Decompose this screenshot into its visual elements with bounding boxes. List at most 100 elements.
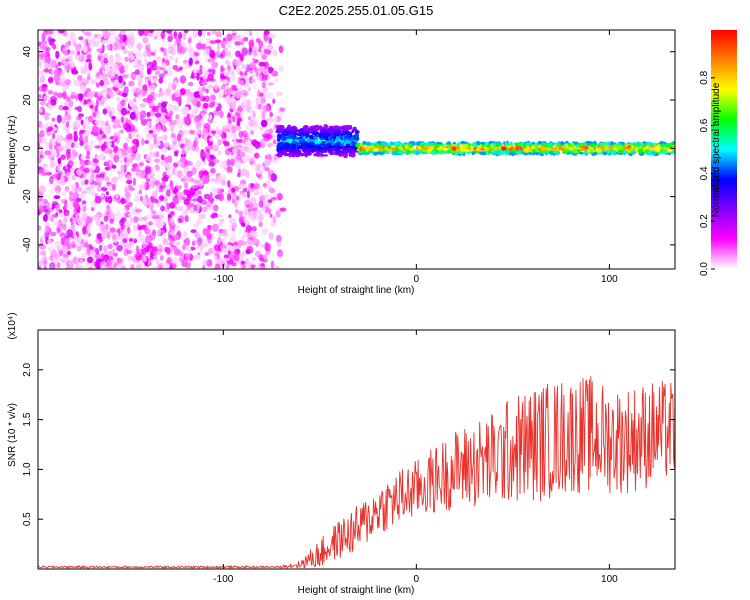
spectrogram-cell [240, 215, 246, 221]
spectrogram-cell [138, 65, 145, 72]
spectrogram-cell [268, 187, 276, 194]
spectrogram-cell [215, 31, 221, 37]
spectrogram-cell [105, 191, 109, 196]
spectrogram-cell [237, 241, 242, 249]
spectrogram-cell [180, 148, 186, 155]
spectrogram-cell [127, 226, 131, 234]
spectrogram-cell [388, 142, 392, 146]
y-tick-label: 20 [22, 94, 33, 106]
spectrogram-cell [44, 55, 51, 63]
spectrogram-cell [238, 130, 244, 139]
spectrogram-cell [73, 234, 78, 241]
spectrogram-cell [65, 121, 70, 128]
spectrogram-cell [84, 31, 91, 36]
spectrogram-cell [229, 101, 236, 110]
y-tick-label: 0 [22, 145, 33, 151]
spectrogram-cell [66, 229, 74, 238]
spectrogram-cell [547, 143, 554, 147]
spectrogram-cell [65, 172, 73, 178]
spectrogram-cell [87, 175, 94, 183]
spectrogram-cell [274, 265, 280, 269]
spectrogram-cell [172, 83, 177, 90]
spectrogram-cell [127, 36, 132, 43]
spectrogram-cell [190, 229, 197, 234]
spectrogram-cell [96, 155, 102, 161]
spectrogram-cell [198, 213, 206, 219]
spectrogram-cell [210, 167, 216, 174]
spectrogram-cell [54, 253, 59, 260]
spectrogram-cell [313, 153, 317, 157]
spectrogram-cell [248, 212, 255, 220]
spectrogram-cell [200, 199, 207, 205]
spectrogram-cell [197, 190, 202, 195]
spectrogram-cell [122, 34, 127, 43]
y-tick-label: 1.5 [22, 412, 33, 426]
spectrogram-cell [231, 187, 236, 193]
spectrogram-cell [73, 192, 79, 198]
spectrogram-cell [197, 129, 204, 136]
spectrogram-cell [234, 50, 241, 58]
spectrogram-cell [214, 101, 220, 106]
spectrogram-cell [221, 229, 227, 234]
spectrogram-cell [97, 127, 102, 135]
y-tick-label: 1.0 [22, 462, 33, 476]
spectrogram-cell [244, 219, 250, 226]
spectrogram-cell [120, 164, 125, 172]
spectrogram-cell [220, 64, 224, 73]
spectrogram-cell [232, 133, 237, 141]
spectrogram-cell [350, 140, 356, 146]
spectrogram-cell [52, 43, 57, 50]
spectrogram-cell [188, 37, 192, 44]
spectrogram-cell [177, 95, 182, 103]
spectrogram-cell [60, 56, 67, 64]
spectrogram-cell [225, 50, 232, 57]
spectrogram-cell [262, 254, 268, 259]
spectrogram-cell [140, 118, 148, 126]
spectrogram-cell [87, 91, 94, 100]
spectrogram-cell [155, 199, 159, 204]
spectrogram-cell [330, 140, 335, 146]
spectrogram-cell [49, 153, 54, 162]
spectrogram-cell [136, 245, 140, 254]
spectrogram-cell [155, 259, 160, 265]
spectrogram-cell [38, 123, 45, 129]
spectrogram-cell [316, 139, 321, 144]
spectrogram-cell [58, 104, 64, 111]
spectrogram-cell [76, 245, 82, 252]
spectrogram-cell [52, 91, 59, 96]
spectrogram-cell [202, 30, 206, 37]
spectrogram-cell [142, 197, 147, 204]
spectrogram-cell [41, 137, 48, 145]
spectrogram-cell [169, 217, 174, 223]
spectrogram-cell [611, 149, 617, 155]
spectrogram-cell [221, 40, 226, 49]
spectrogram-cell [229, 218, 237, 224]
spectrogram-cell [170, 124, 175, 132]
spectrogram-cell [81, 216, 88, 221]
spectrogram-cell [173, 162, 179, 168]
spectrogram-cell [420, 143, 425, 148]
spectrogram-cell [157, 92, 165, 97]
spectrogram-cell [262, 183, 267, 188]
spectrogram-cell [85, 58, 92, 63]
spectrogram-cell [193, 91, 201, 99]
x-tick-label: 100 [601, 574, 618, 585]
spectrogram-cell [159, 191, 164, 196]
spectrogram-cell [300, 139, 306, 143]
spectrogram-cell [223, 254, 230, 259]
snr-series-line [38, 376, 675, 569]
spectrogram-cell [141, 137, 145, 146]
spectrogram-cell [100, 63, 106, 72]
spectrogram-cell [55, 64, 59, 69]
spectrogram-cell [103, 245, 108, 254]
spectrogram-cell [186, 98, 191, 105]
spectrogram-cell [218, 232, 224, 237]
spectrogram-cell [258, 61, 266, 67]
spectrogram-cell [462, 143, 469, 148]
spectrogram-cell [238, 211, 242, 218]
spectrogram-cell [573, 141, 579, 145]
spectrogram-cell [584, 150, 589, 155]
spectrogram-cell [245, 139, 251, 147]
spectrogram-cell [214, 39, 222, 44]
